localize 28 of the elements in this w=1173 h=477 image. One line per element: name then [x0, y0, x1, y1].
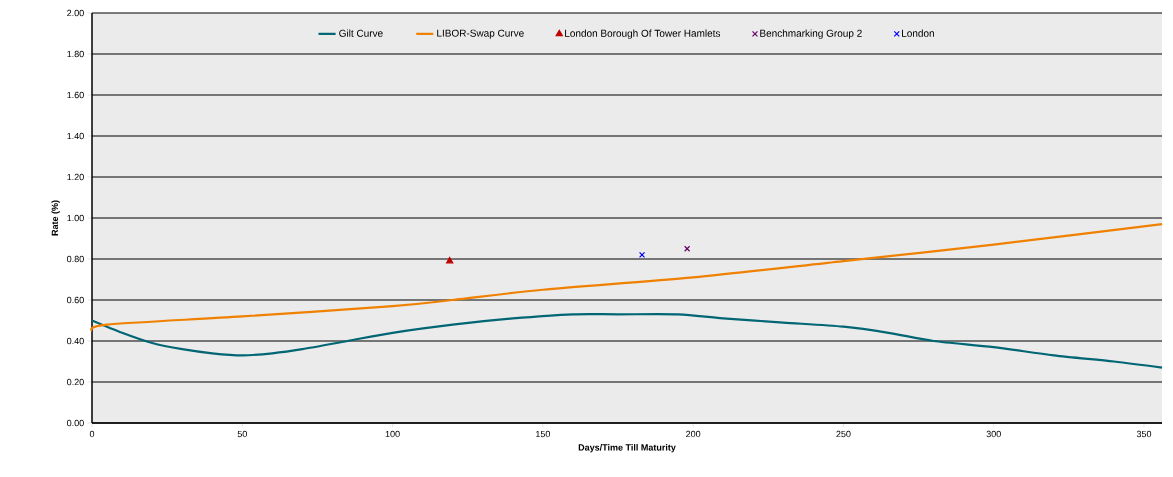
y-tick-label: 1.60: [67, 91, 84, 99]
y-tick-label: 1.80: [67, 50, 84, 58]
y-tick-label: 1.00: [67, 214, 84, 222]
y-tick-label: 0.20: [67, 378, 84, 386]
legend-label: Gilt Curve: [339, 29, 383, 37]
x-tick-label: 50: [237, 430, 247, 438]
line-series: [90, 313, 1164, 369]
x-axis-title: Days/Time Till Maturity: [578, 444, 676, 453]
legend-label: Benchmarking Group 2: [760, 29, 862, 39]
y-tick-label: 0.00: [67, 419, 84, 427]
x-tick-label: 0: [89, 430, 95, 438]
legend-label: London: [902, 29, 934, 37]
y-tick-label: 2.00: [67, 9, 84, 17]
x-tick-label: 100: [385, 430, 400, 438]
y-tick-label: 0.40: [67, 337, 84, 345]
legend-label: LIBOR-Swap Curve: [437, 29, 524, 39]
y-tick-label: 0.80: [67, 255, 84, 263]
x-tick-label: 350: [1136, 430, 1152, 438]
x-tick-label: 300: [986, 430, 1001, 438]
y-tick-label: 1.40: [67, 132, 84, 140]
x-tick-label: 200: [686, 430, 701, 438]
y-tick-label: 1.20: [67, 173, 84, 181]
x-tick-label: 250: [836, 430, 851, 438]
line-series: [90, 223, 1164, 332]
y-axis-title: Rate (%): [51, 200, 60, 236]
x-tick-label: 150: [536, 430, 551, 438]
legend-label: London Borough Of Tower Hamlets: [565, 29, 721, 39]
y-tick-label: 0.60: [67, 296, 84, 304]
